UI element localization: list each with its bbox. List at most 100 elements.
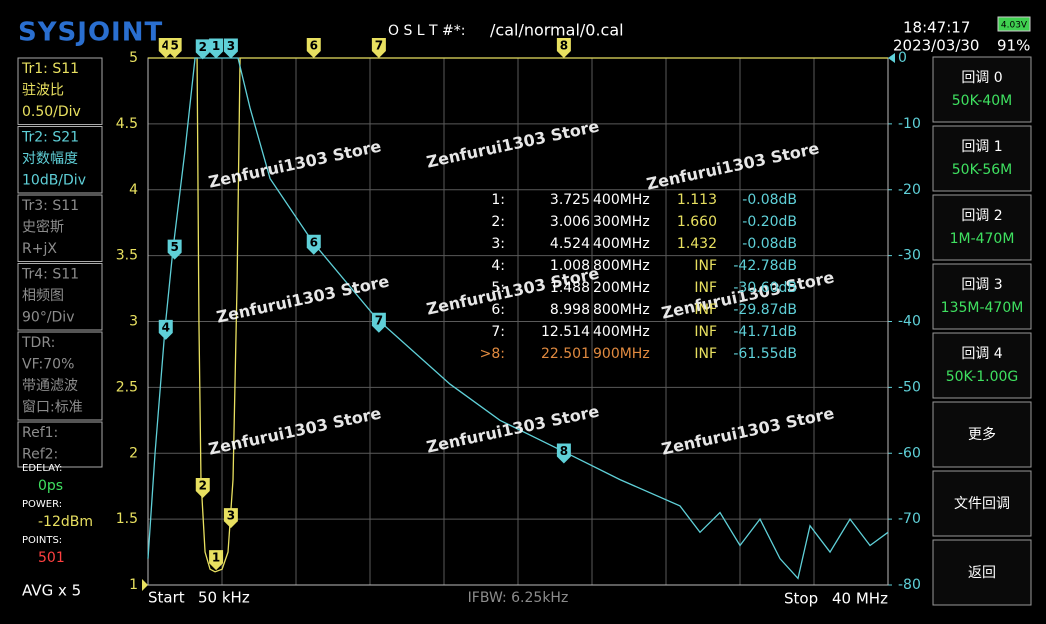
marker-flag bbox=[167, 38, 182, 58]
trace-line: 0.50/Div bbox=[22, 104, 81, 120]
trace-box bbox=[17, 331, 103, 421]
trace-box bbox=[17, 194, 103, 262]
menu-button[interactable] bbox=[932, 125, 1032, 192]
y2-tick-label: -60 bbox=[898, 445, 921, 461]
marker-db: -30.60dB bbox=[733, 280, 797, 296]
marker-flag bbox=[556, 443, 571, 464]
trace-line: TDR: bbox=[21, 335, 55, 351]
marker-flag bbox=[195, 39, 210, 60]
status-label: POINTS: bbox=[22, 535, 62, 546]
marker-index: 6: bbox=[491, 302, 505, 318]
y-tick-label: 3 bbox=[129, 314, 138, 330]
y2-tick-label: -80 bbox=[898, 577, 921, 593]
marker-label: 7 bbox=[375, 39, 383, 53]
start-pointer bbox=[142, 579, 148, 591]
y-tick-label: 4 bbox=[129, 182, 138, 198]
marker-label: 6 bbox=[310, 39, 318, 53]
menu-title: 回调 1 bbox=[961, 139, 1002, 155]
y-tick-label: 1.5 bbox=[116, 511, 138, 527]
cal-label: O S L T #*: bbox=[388, 23, 466, 39]
stop-label: Stop bbox=[784, 590, 818, 608]
marker-db: -0.20dB bbox=[742, 214, 797, 230]
marker-label: 7 bbox=[375, 313, 383, 327]
menu-title: 回调 4 bbox=[961, 346, 1002, 362]
marker-unit: 800MHz bbox=[593, 258, 650, 274]
marker-flag bbox=[167, 239, 182, 260]
trace-line: VF:70% bbox=[22, 357, 74, 373]
marker-swr: INF bbox=[694, 258, 717, 274]
marker-label: 5 bbox=[170, 240, 178, 254]
menu-button[interactable] bbox=[932, 539, 1032, 606]
menu-button[interactable] bbox=[932, 263, 1032, 330]
y2-tick-label: 0 bbox=[898, 50, 907, 66]
menu-button[interactable] bbox=[932, 332, 1032, 399]
menu-button[interactable] bbox=[932, 56, 1032, 123]
marker-freq: 22.501 bbox=[541, 346, 590, 362]
menu-button[interactable] bbox=[932, 470, 1032, 537]
y-tick-label: 1 bbox=[129, 577, 138, 593]
menu-button[interactable] bbox=[932, 194, 1032, 261]
trace-line: Tr2: S21 bbox=[21, 130, 79, 146]
marker-index: 4: bbox=[491, 258, 505, 274]
trace-line: 相频图 bbox=[22, 288, 64, 304]
y2-tick-label: -10 bbox=[898, 116, 921, 132]
marker-db: -29.87dB bbox=[733, 302, 797, 318]
menu-sub: 1M-470M bbox=[950, 231, 1015, 247]
marker-db: -41.71dB bbox=[733, 324, 797, 340]
marker-flag bbox=[195, 478, 210, 499]
marker-db: -42.78dB bbox=[733, 258, 797, 274]
marker-freq: 12.514 bbox=[541, 324, 590, 340]
marker-unit: 800MHz bbox=[593, 302, 650, 318]
start: 50 kHz bbox=[198, 589, 250, 607]
marker-swr: 1.660 bbox=[677, 214, 717, 230]
menu-title: 返回 bbox=[968, 565, 996, 581]
marker-label: 1 bbox=[212, 551, 220, 565]
marker-unit: 900MHz bbox=[593, 346, 650, 362]
status-value: 501 bbox=[38, 550, 65, 566]
trace-box bbox=[17, 263, 103, 331]
marker-db: -0.08dB bbox=[742, 192, 797, 208]
marker-db: -0.08dB bbox=[742, 236, 797, 252]
trace-line: 窗口:标准 bbox=[22, 399, 83, 416]
trace-line: Ref1: bbox=[22, 425, 58, 441]
marker-index: 1: bbox=[491, 192, 505, 208]
menu-sub: 50K-1.00G bbox=[946, 369, 1019, 385]
marker-unit: 200MHz bbox=[593, 280, 650, 296]
status-value: 0ps bbox=[38, 478, 63, 494]
marker-label: 3 bbox=[227, 509, 235, 523]
trace-box bbox=[17, 421, 103, 468]
y-tick-label: 2.5 bbox=[116, 379, 138, 395]
marker-freq: 1.008 bbox=[550, 258, 590, 274]
y-tick-label: 4.5 bbox=[116, 116, 138, 132]
battery-icon bbox=[997, 16, 1031, 32]
menu-button[interactable] bbox=[932, 401, 1032, 468]
battery-voltage: 4.03V bbox=[1001, 21, 1028, 31]
marker-label: 1 bbox=[212, 39, 220, 53]
trace-line: Tr3: S11 bbox=[21, 198, 79, 214]
marker-flag bbox=[306, 38, 321, 58]
logo: SYSJOINT bbox=[18, 18, 163, 48]
marker-index: 3: bbox=[491, 236, 505, 252]
cal-file: /cal/normal/0.cal bbox=[490, 21, 624, 40]
marker-index: 2: bbox=[491, 214, 505, 230]
y2-tick-label: -20 bbox=[898, 182, 921, 198]
marker-freq: 4.524 bbox=[550, 236, 590, 252]
menu-title: 回调 2 bbox=[961, 208, 1002, 224]
marker-label: 2 bbox=[199, 479, 207, 493]
marker-label: 2 bbox=[199, 40, 207, 54]
ifbw: IFBW: 6.25kHz bbox=[468, 590, 569, 606]
menu-title: 文件回调 bbox=[954, 496, 1010, 512]
y2-tick-label: -50 bbox=[898, 379, 921, 395]
marker-freq: 8.998 bbox=[550, 302, 590, 318]
menu-title: 更多 bbox=[968, 426, 996, 443]
marker-index: >8: bbox=[480, 346, 505, 362]
start-label: Start bbox=[148, 589, 185, 607]
y2-tick-label: -40 bbox=[898, 314, 921, 330]
marker-swr: INF bbox=[694, 346, 717, 362]
marker-label: 3 bbox=[227, 39, 235, 53]
marker-swr: INF bbox=[694, 280, 717, 296]
y-tick-label: 5 bbox=[129, 50, 138, 66]
